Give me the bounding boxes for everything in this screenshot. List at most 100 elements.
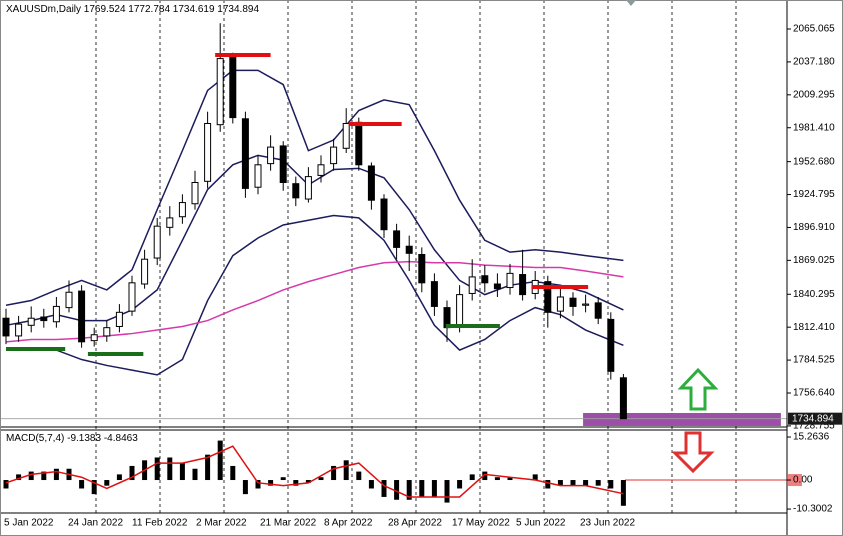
macd-bar — [255, 480, 261, 489]
macd-bar — [305, 480, 311, 483]
macd-name: MACD(5,7,4) — [6, 433, 64, 444]
macd-bar — [154, 457, 160, 481]
candle-body — [15, 323, 23, 337]
candle-body — [317, 164, 325, 176]
candle-body — [141, 258, 149, 285]
candle-body — [254, 164, 262, 188]
y-tick-label: 1869.025 — [793, 255, 835, 266]
candle-body — [342, 122, 350, 149]
candle-body — [418, 253, 426, 284]
candle-body — [78, 290, 86, 343]
down-arrow — [671, 431, 715, 474]
macd-bar — [507, 477, 513, 481]
y-tick-label: 15.2636 — [793, 432, 830, 443]
price-label-box — [788, 412, 842, 425]
macd-header: MACD(5,7,4) -9.1383 -4.8463 — [6, 433, 138, 444]
y-tick-label: 1981.410 — [793, 122, 835, 133]
candle-body — [330, 146, 338, 165]
candle-body — [594, 302, 602, 319]
macd-signal: -4.8463 — [104, 433, 138, 444]
candle-body — [279, 145, 287, 184]
candle-body — [393, 230, 401, 248]
candle-body — [292, 183, 300, 199]
macd-bar — [53, 468, 59, 481]
candle-body — [430, 281, 438, 307]
macd-bar — [217, 440, 223, 481]
candle-body — [40, 316, 48, 322]
plot — [0, 23, 787, 506]
candle-body — [556, 296, 564, 312]
macd-bar — [268, 480, 274, 486]
macd-bar — [116, 474, 122, 481]
x-tick-label: 23 Jun 2022 — [580, 518, 635, 529]
ohlc-low: 1734.619 — [173, 4, 215, 15]
candle-body — [607, 318, 615, 372]
y-tick-label: 2009.295 — [793, 89, 835, 100]
macd-bar — [293, 480, 299, 486]
y-tick-label: 2065.065 — [793, 24, 835, 35]
candle-body — [367, 165, 375, 201]
candle-body — [2, 317, 10, 337]
ohlc-open: 1769.524 — [84, 4, 126, 15]
y-tick-label: -10.3002 — [793, 504, 833, 515]
macd-bar — [91, 480, 97, 495]
candle-body — [128, 282, 136, 312]
candle-body — [191, 182, 199, 205]
y-tick-label: 1896.910 — [793, 222, 835, 233]
macd-bar — [557, 480, 563, 486]
zero-label-box — [788, 474, 802, 487]
macd-bar — [406, 480, 412, 500]
y-tick-label: 1924.795 — [793, 189, 835, 200]
macd-bar — [431, 480, 437, 497]
macd-bar — [3, 480, 9, 489]
candle-body — [267, 146, 275, 165]
candle-body — [229, 56, 237, 119]
x-tick-label: 2 Mar 2022 — [196, 518, 247, 529]
candle-body — [27, 317, 35, 326]
macd-bar — [331, 465, 337, 481]
y-tick-label: 1728.755 — [793, 421, 835, 432]
macd-bar — [205, 454, 211, 481]
candle-body — [115, 311, 123, 327]
x-tick-label: 5 Jun 2022 — [516, 518, 566, 529]
macd-bar — [494, 477, 500, 481]
candle-body — [405, 245, 413, 254]
candle-body — [506, 272, 514, 289]
macd-bar — [179, 463, 185, 481]
bollinger-band — [5, 69, 624, 306]
macd-bar — [532, 474, 538, 481]
macd-bar — [368, 480, 374, 489]
candle-body — [468, 276, 476, 294]
x-tick-label: 5 Jan 2022 — [4, 518, 54, 529]
macd-bar — [28, 471, 34, 481]
up-arrow — [677, 367, 719, 411]
symbol: XAUUSDm,Daily — [6, 4, 81, 15]
x-tick-label: 8 Apr 2022 — [324, 518, 373, 529]
macd-bar — [620, 480, 626, 506]
candle-body — [380, 198, 388, 231]
macd-bar — [545, 480, 551, 489]
macd-bar — [230, 465, 236, 481]
y-tick-label: 2037.180 — [793, 57, 835, 68]
x-tick-label: 28 Apr 2022 — [388, 518, 442, 529]
x-tick-label: 11 Feb 2022 — [132, 518, 188, 529]
candle-body — [204, 122, 212, 182]
chart-header: XAUUSDm,Daily 1769.524 1772.784 1734.619… — [6, 4, 259, 15]
ohlc-close: 1734.894 — [217, 4, 259, 15]
price-label: 1734.894 — [792, 413, 834, 424]
candle-body — [569, 297, 577, 307]
macd-main: -9.1383 — [67, 433, 101, 444]
macd-bar — [356, 471, 362, 481]
macd-bar — [394, 480, 400, 500]
macd-bar — [444, 480, 450, 503]
candle-body — [90, 334, 98, 342]
macd-bar — [570, 480, 576, 486]
down-arrow-shape — [671, 431, 715, 474]
candle-body — [304, 176, 312, 200]
ohlc-high: 1772.784 — [128, 4, 170, 15]
macd-bar — [41, 471, 47, 481]
candle-body — [52, 305, 60, 323]
y-tick-label: 1952.680 — [793, 156, 835, 167]
